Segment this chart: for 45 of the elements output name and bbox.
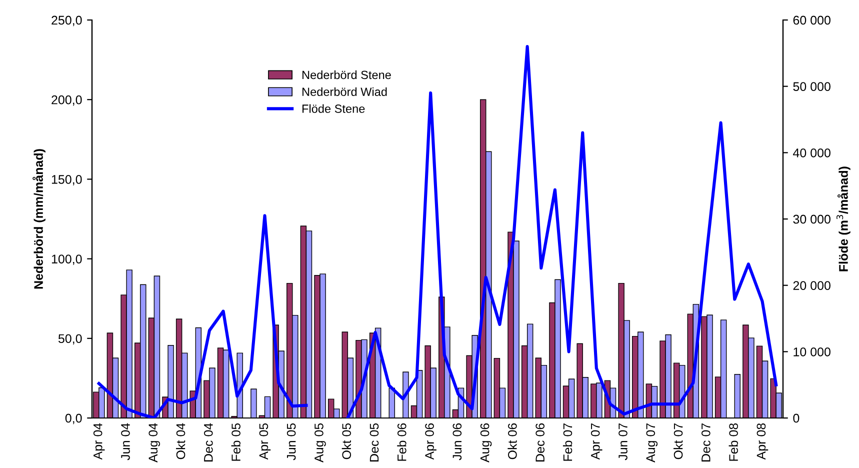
legend-label: Nederbörd Stene bbox=[302, 70, 391, 80]
x-tick-label: Feb 05 bbox=[231, 423, 240, 461]
x-tick-label: Apr 07 bbox=[590, 423, 602, 460]
x-tick-label: Apr 08 bbox=[756, 423, 768, 460]
x-tick-label: Aug 05 bbox=[314, 423, 326, 462]
x-tick-label: Apr 06 bbox=[425, 423, 436, 460]
y2-tick-label: 30 000 bbox=[793, 214, 830, 224]
x-tick-label: Aug 04 bbox=[148, 423, 160, 462]
legend-label: Flöde Stene bbox=[302, 104, 365, 113]
x-tick-label: Okt 07 bbox=[674, 423, 683, 460]
x-tick-label: Okt 05 bbox=[342, 423, 352, 460]
y-tick-label: 0,0 bbox=[65, 414, 82, 424]
x-tick-label: Jun 07 bbox=[618, 423, 628, 460]
y2-tick-label: 20 000 bbox=[793, 281, 830, 290]
y2-tick-label: 40 000 bbox=[793, 148, 830, 158]
x-tick-label: Okt 06 bbox=[508, 423, 517, 460]
x-tick-label: Dec 06 bbox=[536, 423, 545, 462]
legend-label: Nederbörd Wiad bbox=[302, 87, 387, 96]
x-tick-label: Feb 07 bbox=[562, 423, 572, 461]
y2-tick-label: 0 bbox=[793, 414, 800, 423]
bar bbox=[734, 374, 741, 418]
x-tick-label: Okt 04 bbox=[176, 423, 186, 460]
y-tick-label: 100,0 bbox=[52, 254, 82, 265]
y2-tick-label: 60 000 bbox=[793, 16, 830, 25]
x-tick-label: Dec 04 bbox=[204, 423, 213, 462]
x-tick-label: Aug 06 bbox=[480, 423, 492, 462]
x-tick-label: Apr 05 bbox=[259, 423, 271, 460]
x-tick-label: Feb 06 bbox=[397, 423, 406, 461]
x-tick-label: Dec 07 bbox=[701, 423, 710, 462]
y2-tick-label: 50 000 bbox=[793, 82, 830, 91]
x-tick-label: Apr 04 bbox=[93, 423, 105, 460]
x-tick-label: Feb 08 bbox=[728, 423, 738, 461]
y-axis-title: Nederbörd (mm/månad) bbox=[32, 149, 46, 289]
x-tick-label: Jun 05 bbox=[286, 423, 296, 460]
y-tick-label: 50,0 bbox=[58, 334, 82, 345]
x-tick-label: Dec 05 bbox=[370, 423, 379, 462]
bar bbox=[250, 388, 257, 418]
x-tick-label: Aug 07 bbox=[646, 423, 658, 462]
x-tick-label: Jun 06 bbox=[452, 423, 462, 460]
y2-tick-label: 10 000 bbox=[794, 347, 830, 356]
y-tick-label: 200,0 bbox=[52, 95, 82, 106]
y-tick-label: 150,0 bbox=[52, 175, 82, 186]
x-tick-label: Jun 04 bbox=[121, 423, 130, 460]
y-tick-label: 250,0 bbox=[52, 16, 82, 26]
y2-axis-title: Flöde (m$^{3}$/månad) bbox=[836, 166, 850, 272]
